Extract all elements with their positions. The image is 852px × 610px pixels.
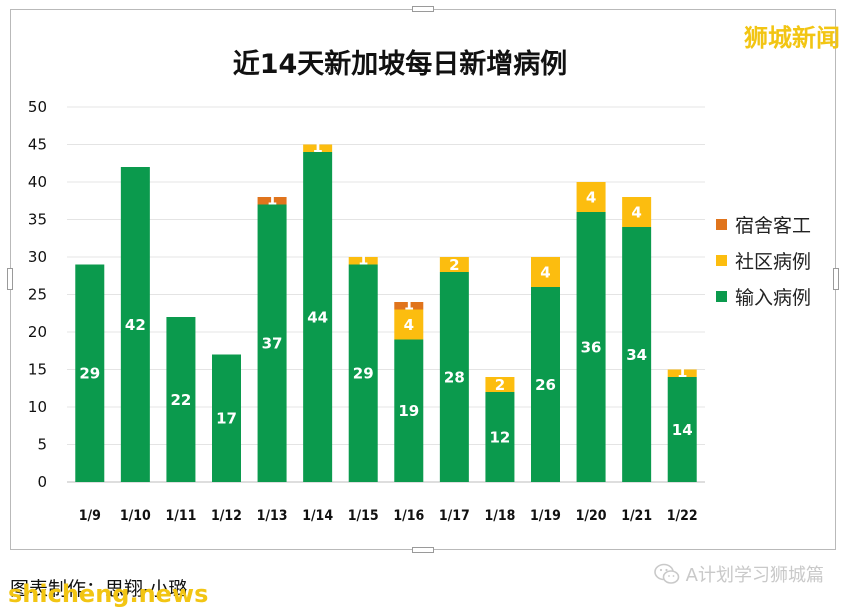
bar-label-imported: 37 <box>262 335 283 353</box>
resize-handle-left[interactable] <box>7 268 13 290</box>
bar-label-imported: 14 <box>672 421 693 439</box>
bar-label-community: 4 <box>540 263 550 281</box>
bar-label-imported: 29 <box>353 365 374 383</box>
legend-item-imported: 输入病例 <box>716 278 811 314</box>
y-tick-label: 50 <box>28 98 47 116</box>
bar-community <box>667 369 697 377</box>
bar-label-community: 4 <box>631 203 641 221</box>
wechat-icon <box>653 563 679 584</box>
x-tick-label: 1/16 <box>393 508 424 524</box>
x-tick-label: 1/21 <box>621 508 652 524</box>
chart-title: 近14天新加坡每日新增病例 <box>232 49 568 80</box>
y-tick-label: 10 <box>28 398 47 416</box>
bar-imported <box>348 264 378 482</box>
legend-label-community: 社区病例 <box>735 250 812 273</box>
y-tick-label: 0 <box>37 473 47 491</box>
bar-community <box>439 257 469 272</box>
bar-imported <box>212 354 241 482</box>
x-tick-label: 1/19 <box>530 508 561 524</box>
site-watermark: shicheng.news <box>8 580 209 608</box>
bar-community <box>348 257 378 265</box>
bar-label-community: 1 <box>358 251 368 269</box>
x-tick-label: 1/15 <box>348 508 379 524</box>
resize-handle-top[interactable] <box>412 6 434 12</box>
resize-handle-bottom[interactable] <box>412 547 434 553</box>
resize-handle-right[interactable] <box>833 268 839 290</box>
legend-swatch-dormitory <box>716 218 727 230</box>
bar-label-imported: 44 <box>307 308 328 326</box>
bar-imported <box>303 152 333 482</box>
y-tick-label: 40 <box>28 173 47 191</box>
x-tick-label: 1/22 <box>667 508 698 524</box>
bar-label-community: 2 <box>449 256 459 274</box>
bar-label-community: 1 <box>677 363 687 381</box>
bar-label-imported: 12 <box>489 428 510 446</box>
bar-label-imported: 42 <box>125 316 146 334</box>
y-tick-label: 20 <box>28 323 47 341</box>
chart-legend: 宿舍客工 社区病例 输入病例 <box>716 206 811 314</box>
bar-community <box>576 182 606 212</box>
bar-imported <box>531 287 560 482</box>
x-tick-label: 1/11 <box>165 508 196 524</box>
bar-label-imported: 29 <box>79 365 100 383</box>
bar-label-imported: 22 <box>170 391 191 409</box>
x-tick-label: 1/17 <box>439 508 470 524</box>
x-tick-label: 1/10 <box>120 508 151 524</box>
bar-label-dormitory: 1 <box>267 191 277 209</box>
bar-label-community: 2 <box>495 376 505 394</box>
bar-label-imported: 34 <box>626 346 647 364</box>
legend-label-imported: 输入病例 <box>735 286 812 309</box>
bar-imported <box>667 377 697 482</box>
bar-dormitory <box>257 197 287 205</box>
y-tick-label: 25 <box>28 286 47 304</box>
y-tick-label: 45 <box>28 136 47 154</box>
x-tick-label: 1/20 <box>576 508 607 524</box>
x-tick-label: 1/12 <box>211 508 242 524</box>
bar-imported <box>394 339 424 482</box>
bar-community <box>531 257 560 287</box>
y-tick-label: 35 <box>28 211 47 229</box>
bar-dormitory <box>394 302 424 310</box>
legend-item-community: 社区病例 <box>716 242 811 278</box>
legend-item-dormitory: 宿舍客工 <box>716 206 811 242</box>
wechat-account: A计划学习狮城篇 <box>653 561 824 587</box>
bar-label-imported: 36 <box>581 338 602 356</box>
bar-label-community: 1 <box>312 138 322 156</box>
bar-label-imported: 26 <box>535 376 556 394</box>
bar-community <box>622 197 652 227</box>
x-tick-label: 1/14 <box>302 508 333 524</box>
bar-label-imported: 17 <box>216 410 237 428</box>
x-tick-label: 1/13 <box>257 508 288 524</box>
bar-imported <box>439 272 469 482</box>
bar-community <box>303 144 333 152</box>
bar-imported <box>166 317 196 482</box>
bar-community <box>394 309 424 340</box>
y-tick-label: 15 <box>28 361 47 379</box>
bar-label-community: 4 <box>586 188 596 206</box>
bar-imported <box>576 212 606 482</box>
chart-credit: 图表制作：思翔-小璐 <box>10 578 188 600</box>
bar-label-imported: 28 <box>444 368 465 386</box>
legend-swatch-community <box>716 254 727 266</box>
wechat-account-name: A计划学习狮城篇 <box>685 565 824 586</box>
bar-community <box>485 377 515 392</box>
bar-imported <box>622 227 652 482</box>
x-tick-label: 1/18 <box>484 508 515 524</box>
bar-imported <box>120 167 150 482</box>
legend-swatch-imported <box>716 290 727 302</box>
y-tick-label: 5 <box>37 436 47 454</box>
bar-label-dormitory: 1 <box>404 296 414 314</box>
bar-imported <box>75 264 105 482</box>
x-tick-label: 1/9 <box>79 508 101 524</box>
bar-label-imported: 19 <box>398 402 419 420</box>
bar-label-community: 4 <box>404 316 414 334</box>
legend-label-dormitory: 宿舍客工 <box>735 214 812 237</box>
y-tick-label: 30 <box>28 248 47 266</box>
brand-logo: 狮城新闻 <box>744 24 840 52</box>
bar-imported <box>485 392 515 482</box>
bar-imported <box>257 204 287 482</box>
